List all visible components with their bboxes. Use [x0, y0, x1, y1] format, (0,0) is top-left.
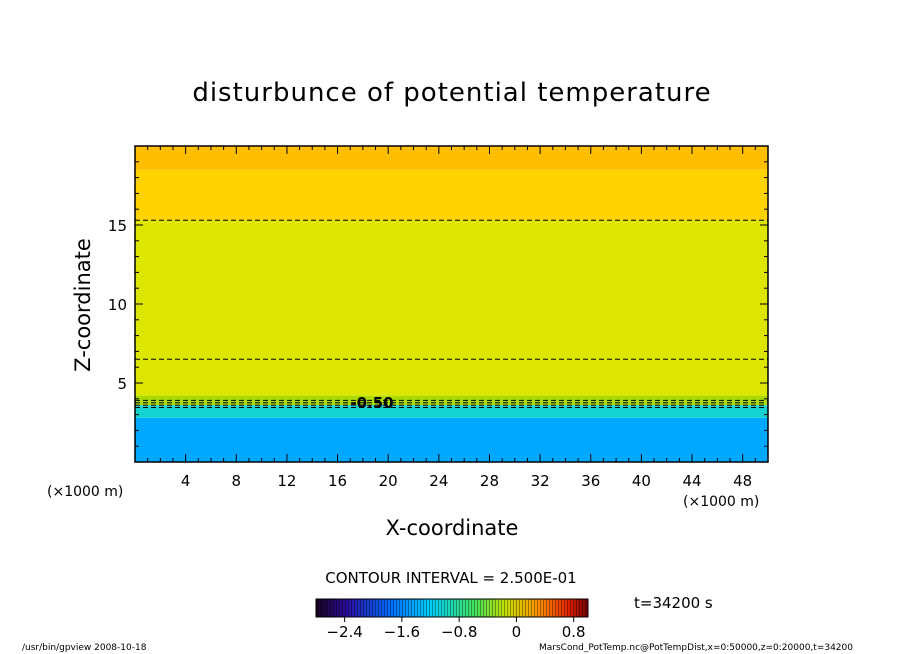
- heatmap-band-5: [135, 146, 768, 170]
- chart-title: disturbunce of potential temperature: [192, 78, 711, 108]
- x-tick-label: 40: [632, 472, 651, 490]
- x-unit-left: (×1000 m): [47, 484, 123, 500]
- y-tick-label: 15: [108, 217, 127, 235]
- x-unit-right: (×1000 m): [683, 494, 759, 510]
- x-tick-label: 20: [379, 472, 398, 490]
- contour-lines: [135, 219, 768, 408]
- colorbar: −2.4 −1.6 −0.8 0 0.8: [315, 598, 589, 641]
- heatmap-band-1: [135, 405, 768, 418]
- y-tick-label: 10: [108, 296, 127, 314]
- heatmap-band-3: [135, 220, 768, 396]
- colorbar-tick-label: −0.8: [441, 623, 477, 641]
- contour-interval-text: CONTOUR INTERVAL = 2.500E-01: [325, 569, 576, 587]
- colorbar-tick-label: 0: [512, 623, 522, 641]
- x-tick-label: 24: [429, 472, 448, 490]
- colorbar-tick-label: 0.8: [562, 623, 586, 641]
- colorbar-tick-label: −2.4: [326, 623, 362, 641]
- contour-value-label: -0.50: [350, 394, 393, 412]
- x-tick-label: 28: [480, 472, 499, 490]
- heatmap-band-0: [135, 417, 768, 462]
- x-tick-label: 4: [181, 472, 191, 490]
- colorbar-ticks: −2.4 −1.6 −0.8 0 0.8: [326, 617, 586, 641]
- footer-left: /usr/bin/gpview 2008-10-18: [22, 643, 147, 653]
- x-tick-label: 8: [232, 472, 242, 490]
- heatmap-band-4: [135, 169, 768, 221]
- x-tick-label: 44: [682, 472, 701, 490]
- plot-area: [135, 146, 768, 462]
- x-axis-ticks: 4 8 12 16 20 24 28 32 36 40 44 48: [147, 146, 756, 490]
- time-text: t=34200 s: [634, 594, 713, 612]
- y-tick-label: 5: [117, 375, 127, 393]
- x-tick-label: 36: [581, 472, 600, 490]
- footer-right: MarsCond_PotTemp.nc@PotTempDist,x=0:5000…: [539, 643, 853, 653]
- y-axis-ticks: 5 10 15: [108, 161, 768, 447]
- heatmap-layers: [135, 146, 768, 462]
- colorbar-tick-label: −1.6: [384, 623, 420, 641]
- x-axis-label: X-coordinate: [386, 516, 519, 540]
- x-tick-label: 32: [531, 472, 550, 490]
- x-tick-label: 48: [733, 472, 752, 490]
- x-tick-label: 16: [328, 472, 347, 490]
- y-axis-label: Z-coordinate: [71, 238, 95, 372]
- x-tick-label: 12: [277, 472, 296, 490]
